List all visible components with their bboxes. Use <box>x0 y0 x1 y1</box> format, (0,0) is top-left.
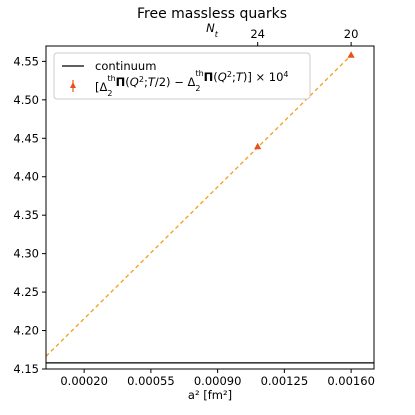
x-tick-label: 0.00160 <box>327 374 375 388</box>
x-tick-label: 0.00125 <box>261 374 309 388</box>
y-tick-label: 4.45 <box>13 131 39 145</box>
y-tick-label: 4.55 <box>13 54 39 68</box>
legend-box <box>53 52 311 100</box>
plot-frame <box>45 45 375 370</box>
x-axis-label: a² [fm²] <box>188 388 232 402</box>
top-tick-label: 20 <box>344 27 359 41</box>
x-tick-label: 0.00090 <box>194 374 242 388</box>
y-tick-label: 4.40 <box>13 170 39 184</box>
top-axis: 24 20 <box>250 27 358 46</box>
y-axis: 4.15 4.20 4.25 4.30 4.35 4.40 4.45 4.50 4.55 <box>13 54 46 376</box>
x-axis: 0.00020 0.00055 0.00090 0.00125 0.00160 <box>60 369 375 388</box>
y-tick-label: 4.20 <box>13 324 39 338</box>
y-tick-label: 4.50 <box>13 93 39 107</box>
legend-continuum-label: continuum <box>95 59 156 73</box>
plot-area <box>45 51 374 364</box>
y-tick-label: 4.25 <box>13 285 39 299</box>
x-tick-label: 0.00055 <box>127 374 175 388</box>
x-tick-label: 0.00020 <box>60 374 108 388</box>
data-point <box>347 51 355 58</box>
y-tick-label: 4.30 <box>13 247 39 261</box>
y-tick-label: 4.35 <box>13 208 39 222</box>
top-axis-label: Nt <box>206 21 219 39</box>
legend: continuum [Δ2thΠ(Q2;T/2) − Δ2thΠ(Q2;T)] … <box>53 52 311 100</box>
fit-line <box>45 54 352 357</box>
top-tick-label: 24 <box>250 27 265 41</box>
legend-series-marker <box>70 82 76 88</box>
y-tick-label: 4.15 <box>13 362 39 376</box>
chart-title: Free massless quarks <box>137 6 287 22</box>
data-point <box>254 142 262 150</box>
